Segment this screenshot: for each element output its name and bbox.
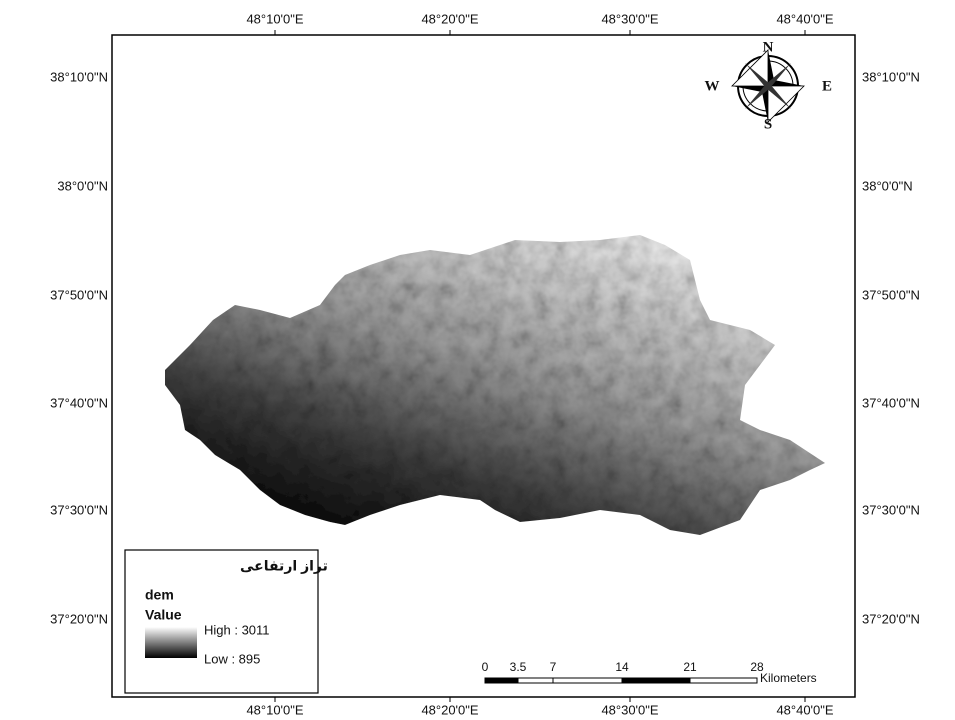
lat-label: 38°10'0"N: [862, 69, 920, 84]
lon-label: 48°10'0"E: [246, 702, 303, 717]
lon-label: 48°30'0"E: [601, 11, 658, 26]
scale-label: 0: [482, 660, 489, 674]
scale-label: 21: [683, 660, 697, 674]
map: N S W E تراز ارتفاعی dem Value High : 30…: [0, 0, 955, 720]
lat-label: 38°0'0"N: [57, 178, 108, 193]
lat-label: 37°50'0"N: [862, 287, 920, 302]
scale-segment: [553, 678, 622, 683]
scale-label: 14: [615, 660, 629, 674]
lon-label: 48°20'0"E: [421, 702, 478, 717]
lat-label: 37°50'0"N: [50, 287, 108, 302]
lat-label: 37°30'0"N: [862, 502, 920, 517]
lon-label: 48°10'0"E: [246, 11, 303, 26]
scale-segment: [690, 678, 757, 683]
legend-high: High : 3011: [204, 622, 270, 637]
legend-field: Value: [145, 607, 182, 623]
compass-s: S: [764, 116, 772, 132]
scale-label: 7: [550, 660, 557, 674]
lon-label: 48°40'0"E: [776, 11, 833, 26]
lat-label: 37°20'0"N: [50, 611, 108, 626]
scale-label: 3.5: [510, 660, 527, 674]
legend-ramp: [145, 627, 197, 658]
lat-label: 38°10'0"N: [50, 69, 108, 84]
legend: تراز ارتفاعی dem Value High : 3011 Low :…: [125, 550, 328, 693]
scale-segment: [485, 678, 518, 683]
lat-label: 37°30'0"N: [50, 502, 108, 517]
lon-label: 48°40'0"E: [776, 702, 833, 717]
lat-label: 37°20'0"N: [862, 611, 920, 626]
legend-title: تراز ارتفاعی: [240, 558, 328, 575]
compass-e: E: [822, 78, 832, 94]
scale-segment: [622, 678, 690, 683]
compass-w: W: [705, 78, 720, 94]
compass-n: N: [763, 39, 774, 55]
lat-label: 37°40'0"N: [50, 395, 108, 410]
lat-label: 38°0'0"N: [862, 178, 913, 193]
scale-segment: [518, 678, 553, 683]
lon-label: 48°20'0"E: [421, 11, 478, 26]
page: N S W E تراز ارتفاعی dem Value High : 30…: [0, 0, 955, 720]
legend-low: Low : 895: [204, 651, 260, 666]
lon-label: 48°30'0"E: [601, 702, 658, 717]
lat-label: 37°40'0"N: [862, 395, 920, 410]
legend-layer: dem: [145, 587, 174, 603]
scale-unit: Kilometers: [760, 671, 817, 685]
